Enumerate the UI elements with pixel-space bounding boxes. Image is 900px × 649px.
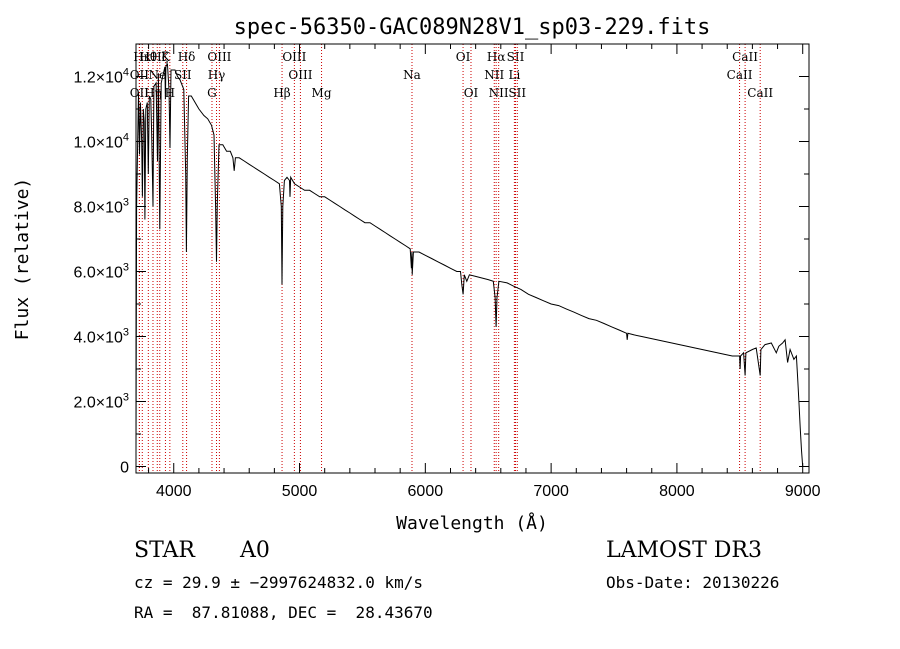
spectral-line-label: SII [508,86,526,100]
spectral-line-label: Hη [144,86,162,100]
y-tick-label: 1.0×104 [73,132,129,152]
x-axis-label: Wavelength (Å) [396,512,548,534]
spectral-line-label: OII [130,86,150,100]
y-tick-label: 8.0×103 [73,197,129,217]
y-tick-label: 4.0×103 [73,327,129,347]
y-tick-label: 1.2×104 [73,67,129,87]
spectral-line-label: G [207,86,217,100]
spectral-line-label: Hκ [133,50,151,64]
x-tick-label: 9000 [785,483,821,500]
spectral-line-label: OIII [207,50,231,64]
spectral-line-label: H [165,86,175,100]
object-class: STAR [134,538,195,563]
spectral-line-label: OI [456,50,471,64]
spectral-line-label: NII [484,68,504,82]
spectral-line-label: CaII [747,86,773,100]
spectral-line-label: CaII [732,50,758,64]
chart-title: spec-56350-GAC089N28V1_sp03-229.fits [234,15,711,40]
survey-name: LAMOST DR3 [606,538,762,563]
axis-ticks: 4000 5000 6000 7000 8000 9000 0 2.0×103 4.0×103 6… [73,44,821,500]
spectral-line-label: SII [507,50,525,64]
observation-date: Obs-Date: 20130226 [606,573,780,592]
y-axis-label: Flux (relative) [12,178,33,341]
spectral-line-label: Hδ [178,50,196,64]
spectral-line-label: OIII [282,50,306,64]
spectral-line-label: CaII [727,68,753,82]
spectral-line-label: Ne [148,68,166,82]
spectral-line-label: Hγ [208,68,226,82]
spectral-line-label: OIII [288,68,312,82]
plot-frame [135,43,810,474]
y-tick-label: 0 [120,460,129,477]
spectral-line-label: Hα [487,50,506,64]
x-tick-label: 5000 [282,483,318,500]
x-tick-label: 4000 [156,483,192,500]
coordinates-info: RA = 87.81088, DEC = 28.43670 [134,603,433,622]
spectrum-series-line [135,63,804,467]
redshift-info: cz = 29.9 ± −2997624832.0 km/s [134,573,423,592]
spectral-line-label: K [161,50,171,64]
x-tick-label: 7000 [533,483,569,500]
x-tick-label: 8000 [659,483,695,500]
spectral-line-label: Na [403,68,421,82]
spectral-line-label: Hζ [151,50,168,64]
spectral-line-label: Li [508,68,520,82]
y-tick-label: 6.0×103 [73,262,129,282]
y-tick-label: 2.0×103 [73,392,129,412]
spectral-line-label: Mg [312,86,332,100]
spectral-line-label: Hβ [273,86,290,100]
x-tick-label: 6000 [408,483,444,500]
spectral-line-label: OI [464,86,479,100]
spectral-line-label: NII [489,86,509,100]
object-subclass: A0 [240,538,270,563]
